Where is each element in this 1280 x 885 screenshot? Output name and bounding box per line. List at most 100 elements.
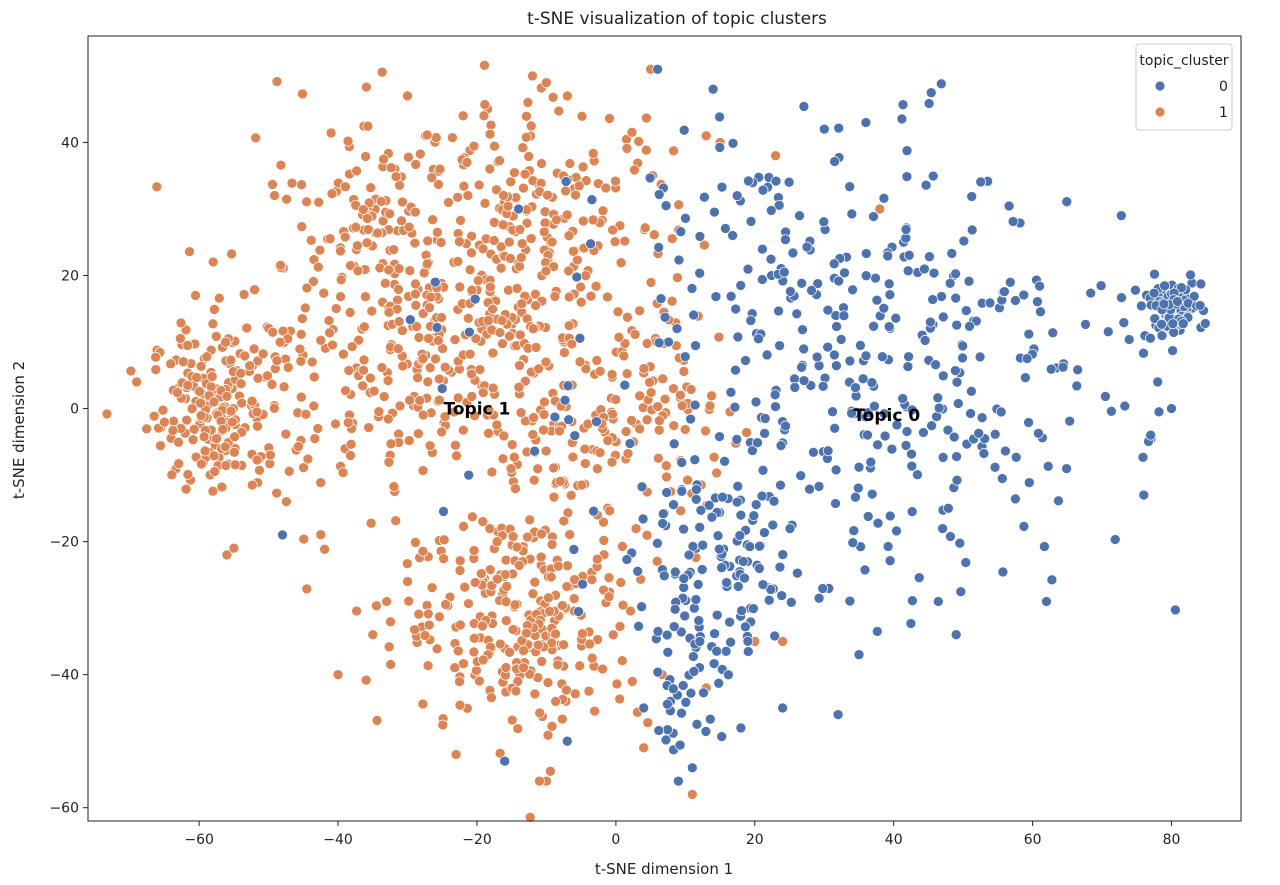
x-tick-label: 40 — [885, 832, 903, 848]
scatter-point-cluster-0 — [549, 411, 561, 423]
scatter-point-cluster-1 — [621, 143, 633, 154]
scatter-point-cluster-1 — [585, 290, 597, 302]
scatter-point-cluster-1 — [484, 128, 496, 140]
scatter-point-cluster-1 — [530, 288, 541, 300]
scatter-point-cluster-1 — [591, 355, 603, 366]
scatter-point-cluster-0 — [720, 223, 731, 234]
scatter-point-cluster-0 — [742, 263, 754, 275]
scatter-point-cluster-0 — [680, 696, 692, 708]
scatter-point-cluster-0 — [903, 249, 915, 261]
scatter-point-cluster-0 — [958, 235, 970, 247]
scatter-point-cluster-1 — [498, 430, 510, 442]
scatter-point-cluster-1 — [700, 425, 711, 437]
scatter-point-cluster-1 — [182, 469, 194, 480]
scatter-point-cluster-0 — [1102, 326, 1114, 338]
scatter-point-cluster-1 — [362, 224, 374, 235]
scatter-point-cluster-0 — [817, 583, 829, 594]
scatter-point-cluster-0 — [862, 407, 874, 418]
scatter-point-cluster-1 — [403, 151, 414, 163]
scatter-point-cluster-1 — [167, 425, 179, 436]
scatter-point-cluster-1 — [587, 148, 599, 159]
scatter-point-cluster-1 — [615, 257, 627, 269]
scatter-point-cluster-0 — [847, 284, 858, 296]
scatter-point-cluster-1 — [417, 465, 429, 476]
scatter-point-cluster-1 — [535, 551, 547, 563]
scatter-point-cluster-0 — [633, 620, 644, 632]
scatter-point-cluster-0 — [1137, 451, 1149, 463]
scatter-point-cluster-1 — [239, 350, 251, 362]
scatter-point-cluster-1 — [477, 516, 489, 527]
scatter-point-cluster-1 — [466, 230, 477, 242]
scatter-point-cluster-1 — [514, 329, 526, 341]
scatter-point-cluster-0 — [997, 566, 1009, 578]
scatter-point-cluster-1 — [422, 608, 434, 620]
scatter-point-cluster-1 — [448, 406, 460, 418]
scatter-point-cluster-0 — [713, 543, 725, 555]
scatter-point-cluster-1 — [434, 611, 445, 623]
scatter-point-cluster-0 — [1095, 280, 1107, 292]
legend-marker-1 — [1154, 106, 1166, 118]
scatter-point-cluster-0 — [569, 430, 581, 441]
scatter-point-cluster-1 — [512, 723, 524, 734]
scatter-point-cluster-0 — [708, 658, 720, 669]
scatter-point-cluster-1 — [679, 424, 691, 435]
scatter-point-cluster-1 — [577, 628, 588, 639]
scatter-point-cluster-1 — [388, 481, 400, 492]
scatter-point-cluster-1 — [458, 658, 469, 670]
scatter-point-cluster-0 — [839, 267, 850, 279]
scatter-point-cluster-1 — [653, 452, 664, 464]
scatter-point-cluster-0 — [742, 646, 754, 657]
scatter-point-cluster-0 — [818, 123, 830, 135]
scatter-point-cluster-0 — [743, 175, 754, 187]
scatter-point-cluster-1 — [520, 131, 532, 143]
scatter-point-cluster-1 — [606, 456, 618, 468]
scatter-point-cluster-1 — [403, 221, 415, 233]
scatter-point-cluster-1 — [424, 362, 436, 374]
scatter-point-cluster-1 — [208, 396, 220, 408]
scatter-point-cluster-1 — [452, 256, 464, 267]
scatter-point-cluster-1 — [308, 276, 319, 287]
scatter-point-cluster-0 — [769, 389, 781, 401]
scatter-point-cluster-1 — [241, 322, 253, 334]
scatter-point-cluster-1 — [175, 317, 187, 329]
scatter-point-cluster-0 — [469, 293, 481, 305]
scatter-point-cluster-1 — [516, 298, 528, 309]
scatter-point-cluster-1 — [597, 663, 608, 675]
scatter-point-cluster-0 — [937, 523, 948, 534]
scatter-point-cluster-1 — [462, 312, 474, 324]
scatter-point-cluster-0 — [671, 323, 683, 334]
scatter-point-cluster-1 — [503, 236, 515, 248]
scatter-point-cluster-0 — [1032, 296, 1043, 308]
scatter-point-cluster-0 — [796, 277, 808, 289]
scatter-point-cluster-1 — [634, 423, 645, 435]
scatter-point-cluster-0 — [732, 331, 744, 343]
scatter-point-cluster-1 — [357, 380, 369, 392]
scatter-point-cluster-0 — [652, 666, 664, 678]
scatter-point-cluster-1 — [345, 450, 356, 461]
scatter-point-cluster-0 — [1071, 380, 1083, 392]
scatter-point-cluster-0 — [811, 351, 823, 363]
scatter-point-cluster-1 — [424, 440, 436, 451]
scatter-point-cluster-0 — [964, 320, 975, 332]
scatter-point-cluster-1 — [483, 427, 494, 439]
scatter-point-cluster-1 — [252, 372, 264, 384]
scatter-point-cluster-0 — [868, 211, 879, 222]
scatter-point-cluster-1 — [645, 277, 657, 288]
scatter-point-cluster-0 — [960, 557, 972, 568]
scatter-point-cluster-1 — [346, 341, 358, 352]
scatter-point-cluster-0 — [1138, 489, 1150, 501]
scatter-point-cluster-1 — [491, 536, 503, 548]
scatter-point-cluster-0 — [920, 179, 932, 191]
scatter-point-cluster-1 — [561, 684, 572, 696]
scatter-point-cluster-0 — [1046, 574, 1058, 586]
scatter-point-cluster-1 — [545, 571, 557, 583]
scatter-point-cluster-0 — [674, 739, 686, 751]
scatter-point-cluster-0 — [813, 360, 825, 372]
scatter-point-cluster-1 — [574, 356, 586, 368]
scatter-point-cluster-0 — [661, 629, 673, 641]
scatter-point-cluster-1 — [361, 81, 372, 93]
scatter-point-cluster-1 — [614, 621, 626, 632]
scatter-point-cluster-1 — [522, 97, 534, 108]
scatter-point-cluster-0 — [878, 302, 890, 314]
scatter-point-cluster-1 — [607, 408, 618, 420]
